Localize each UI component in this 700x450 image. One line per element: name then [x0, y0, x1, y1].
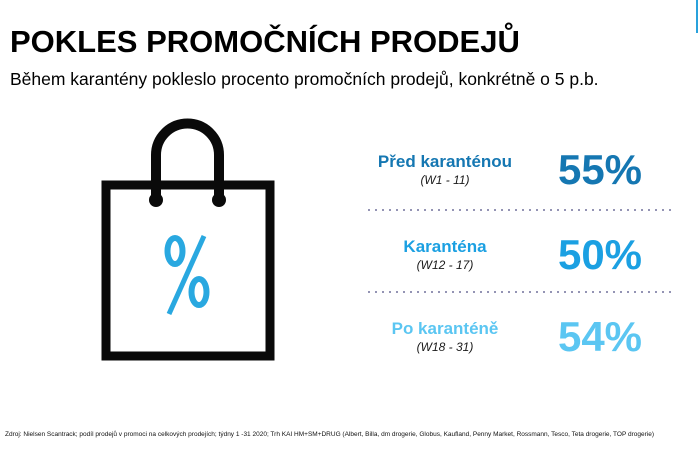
stat-row-before-quarantine: Před karanténou (W1 - 11) 55% [340, 135, 675, 205]
stat-label-block: Před karanténou (W1 - 11) [340, 135, 550, 205]
stat-label-block: Po karanténě (W18 - 31) [340, 302, 550, 372]
page-title: POKLES PROMOČNÍCH PRODEJŮ [10, 24, 520, 59]
stat-label-block: Karanténa (W12 - 17) [340, 220, 550, 290]
stat-value: 55% [557, 146, 643, 193]
dotted-separator [368, 291, 673, 293]
dotted-separator [368, 209, 673, 211]
source-footnote: Zdroj: Nielsen Scantrack; podíl prodejů … [5, 431, 654, 438]
percent-icon [164, 234, 210, 316]
stats-panel: Před karanténou (W1 - 11) 55% Karanténa … [340, 135, 675, 375]
stat-weeks-range: (W12 - 17) [416, 258, 474, 273]
stat-value: 50% [557, 231, 643, 278]
stat-row-after-quarantine: Po karanténě (W18 - 31) 54% [340, 302, 675, 372]
shopping-bag-percent-icon [101, 118, 275, 361]
stat-label: Karanténa [403, 236, 487, 256]
stat-weeks-range: (W18 - 31) [416, 340, 474, 355]
stat-label: Před karanténou [377, 151, 513, 171]
top-right-accent-line [696, 0, 698, 33]
stat-weeks-range: (W1 - 11) [420, 173, 470, 188]
stat-value: 54% [557, 313, 643, 360]
stat-label: Po karanténě [391, 318, 499, 338]
stat-row-quarantine: Karanténa (W12 - 17) 50% [340, 220, 675, 290]
page-subtitle: Během karantény pokleslo procento promoč… [10, 69, 599, 89]
